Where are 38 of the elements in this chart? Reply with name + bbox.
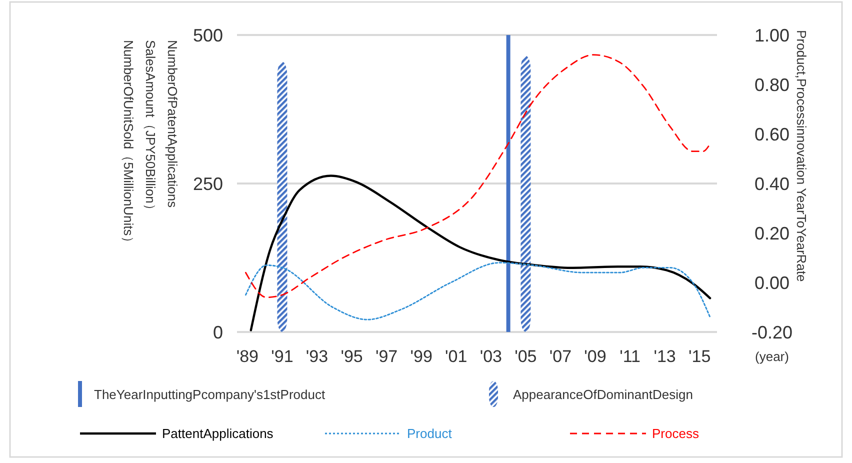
y-axis-title: NumberOfPatentApplications SalesAmount（JPY50Billion） NumberOfUnitSold（5MillionUnits） — [121, 40, 180, 249]
y-tick-label: 500 — [192, 25, 223, 46]
y2-tick-label: 0.80 — [754, 74, 790, 95]
y2-tick-label: -0.20 — [751, 322, 793, 342]
x-tick-label: '95 — [340, 347, 363, 366]
x-tick-label: '91 — [271, 347, 294, 366]
y-tick-label: 0 — [212, 322, 223, 342]
y2-tick-label: 0.40 — [754, 174, 790, 194]
bar — [277, 62, 288, 332]
x-tick-label: '89 — [236, 347, 259, 366]
bar — [506, 35, 510, 332]
x-tick-label: '11 — [620, 347, 640, 366]
bar — [520, 56, 531, 332]
y2-tick-label: 0.20 — [754, 223, 790, 244]
x-tick-label: '05 — [514, 347, 537, 366]
y2-tick-label: 0.60 — [754, 124, 790, 144]
x-tick-label: '13 — [654, 347, 676, 366]
text: Process — [652, 426, 700, 441]
line-series — [244, 262, 711, 320]
x-tick-label: '15 — [688, 347, 711, 366]
legend-label: TheYearInputtingPcompany's1stProduct — [94, 387, 326, 402]
line-series — [250, 174, 712, 332]
x-tick-label: '97 — [375, 347, 398, 366]
x-tick-label: '07 — [549, 347, 572, 366]
x-tick-label: '03 — [480, 347, 502, 366]
y-tick-label: 250 — [192, 174, 223, 194]
x-tick-label: '01 — [445, 347, 468, 366]
x-tick-label: '99 — [410, 347, 432, 366]
y2-tick-label: 1.00 — [754, 25, 790, 46]
x-tick-label: '93 — [306, 347, 328, 366]
x-tick-label: '09 — [584, 347, 606, 366]
y2-axis-title: Product,Processinnovation YearToYearRate — [794, 30, 809, 282]
text: PattentApplications — [162, 426, 274, 441]
y2-tick-label: 0.00 — [754, 272, 790, 293]
text: Product — [407, 426, 452, 441]
legend-label: AppearanceOfDominantDesign — [513, 387, 693, 402]
line-series — [244, 54, 711, 298]
x-axis-title: (year) — [755, 349, 789, 364]
